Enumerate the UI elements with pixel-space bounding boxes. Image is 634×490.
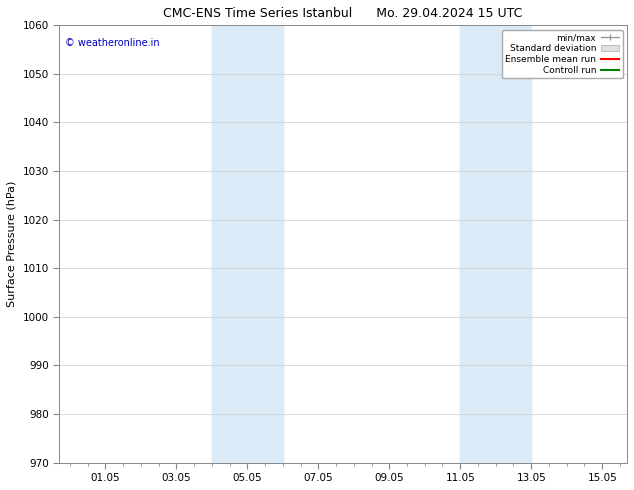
Bar (460, 25, 531, 463)
Title: CMC-ENS Time Series Istanbul      Mo. 29.04.2024 15 UTC: CMC-ENS Time Series Istanbul Mo. 29.04.2… (164, 7, 523, 20)
Bar (212, 25, 283, 463)
Y-axis label: Surface Pressure (hPa): Surface Pressure (hPa) (7, 181, 17, 307)
Legend: min/max, Standard deviation, Ensemble mean run, Controll run: min/max, Standard deviation, Ensemble me… (501, 30, 623, 78)
Text: © weatheronline.in: © weatheronline.in (65, 38, 160, 49)
